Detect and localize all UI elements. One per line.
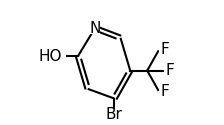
FancyBboxPatch shape [90, 22, 100, 34]
FancyBboxPatch shape [108, 109, 121, 120]
FancyBboxPatch shape [54, 50, 67, 62]
Text: F: F [166, 63, 174, 78]
Text: F: F [161, 42, 169, 58]
Text: HO: HO [38, 48, 62, 64]
Text: Br: Br [106, 107, 123, 122]
Text: N: N [89, 21, 101, 36]
FancyBboxPatch shape [164, 66, 172, 76]
FancyBboxPatch shape [159, 86, 167, 96]
Text: F: F [161, 84, 169, 99]
FancyBboxPatch shape [159, 45, 167, 55]
